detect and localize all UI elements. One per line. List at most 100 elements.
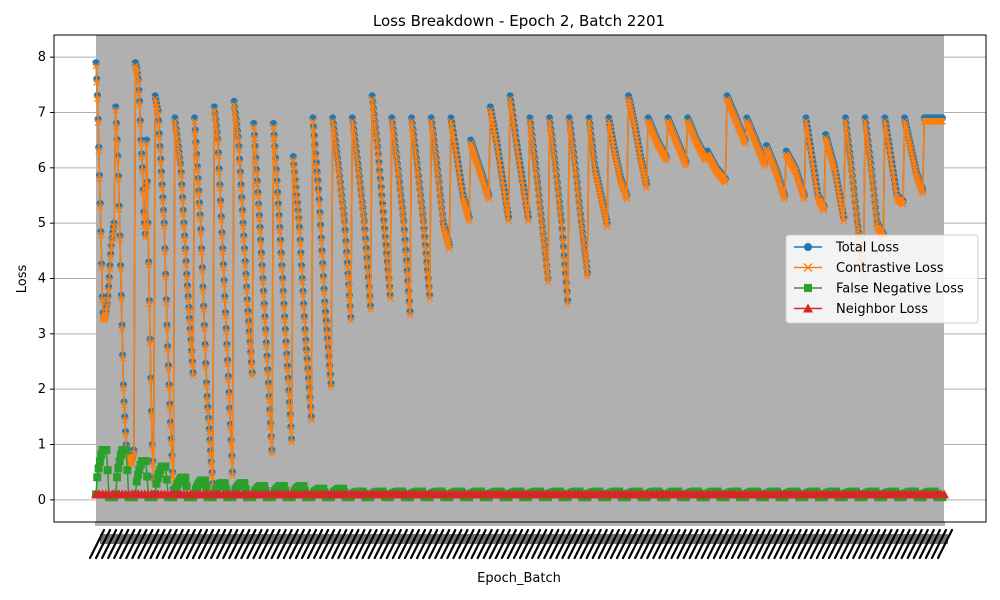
- y-tick-label: 5: [38, 216, 46, 231]
- marker-contrastive-loss: [177, 171, 185, 179]
- marker-contrastive-loss: [408, 117, 415, 125]
- marker-contrastive-loss: [417, 201, 425, 209]
- marker-contrastive-loss: [283, 353, 291, 361]
- marker-contrastive-loss: [199, 286, 207, 294]
- marker-contrastive-loss: [261, 316, 269, 324]
- marker-contrastive-loss: [122, 431, 129, 439]
- marker-contrastive-loss: [351, 135, 358, 143]
- marker-contrastive-loss: [277, 240, 284, 247]
- marker-contrastive-loss: [775, 178, 783, 186]
- marker-contrastive-loss: [333, 152, 341, 160]
- marker-contrastive-loss: [792, 169, 800, 177]
- marker-contrastive-loss: [238, 210, 246, 218]
- marker-contrastive-loss: [235, 146, 243, 154]
- marker-contrastive-loss: [188, 361, 196, 369]
- marker-contrastive-loss: [322, 320, 330, 328]
- marker-contrastive-loss: [916, 182, 924, 190]
- marker-contrastive-loss: [141, 234, 149, 242]
- marker-contrastive-loss: [134, 73, 141, 81]
- marker-contrastive-loss: [325, 356, 333, 364]
- marker-contrastive-loss: [412, 158, 420, 166]
- marker-contrastive-loss: [358, 201, 366, 209]
- marker-contrastive-loss: [408, 123, 416, 131]
- marker-contrastive-loss: [360, 214, 367, 222]
- marker-contrastive-loss: [557, 220, 565, 228]
- marker-contrastive-loss: [198, 248, 206, 256]
- marker-contrastive-loss: [188, 350, 196, 358]
- marker-contrastive-loss: [228, 456, 236, 464]
- marker-contrastive-loss: [95, 147, 103, 155]
- marker-contrastive-loss: [168, 455, 176, 463]
- marker-false-negative-loss: [116, 451, 125, 460]
- marker-contrastive-loss: [543, 271, 551, 279]
- marker-contrastive-loss: [291, 171, 299, 179]
- marker-contrastive-loss: [230, 101, 238, 109]
- marker-contrastive-loss: [434, 176, 442, 184]
- marker-contrastive-loss: [544, 278, 552, 286]
- marker-contrastive-loss: [182, 261, 190, 269]
- marker-contrastive-loss: [314, 180, 322, 188]
- marker-contrastive-loss: [219, 248, 227, 256]
- marker-contrastive-loss: [423, 261, 431, 269]
- marker-false-negative-loss: [200, 476, 209, 485]
- y-axis-label: Loss: [15, 265, 30, 294]
- marker-contrastive-loss: [477, 171, 485, 179]
- marker-contrastive-loss: [234, 137, 242, 144]
- marker-contrastive-loss: [365, 286, 373, 294]
- marker-contrastive-loss: [244, 311, 252, 319]
- marker-contrastive-loss: [130, 449, 138, 457]
- marker-contrastive-loss: [761, 162, 769, 170]
- marker-contrastive-loss: [104, 296, 112, 304]
- marker-contrastive-loss: [537, 214, 545, 222]
- marker-false-negative-loss: [202, 483, 211, 492]
- marker-contrastive-loss: [120, 401, 128, 409]
- marker-contrastive-loss: [913, 174, 921, 182]
- marker-contrastive-loss: [353, 158, 361, 166]
- marker-contrastive-loss: [257, 240, 265, 247]
- marker-contrastive-loss: [98, 263, 106, 271]
- legend-label: Neighbor Loss: [836, 302, 928, 317]
- marker-contrastive-loss: [257, 252, 265, 260]
- marker-contrastive-loss: [413, 163, 421, 171]
- marker-contrastive-loss: [474, 161, 482, 169]
- y-tick-labels: 0 1 2 3 4 5 6 7 8: [38, 50, 54, 508]
- marker-contrastive-loss: [583, 267, 591, 274]
- marker-contrastive-loss: [206, 439, 214, 447]
- marker-contrastive-loss: [343, 262, 351, 270]
- marker-contrastive-loss: [224, 360, 232, 368]
- marker-contrastive-loss: [251, 134, 258, 142]
- marker-contrastive-loss: [135, 90, 143, 98]
- marker-contrastive-loss: [250, 123, 258, 131]
- marker-contrastive-loss: [334, 163, 342, 171]
- marker-contrastive-loss: [287, 426, 295, 434]
- marker-contrastive-loss: [161, 248, 169, 256]
- marker-contrastive-loss: [331, 135, 339, 143]
- marker-contrastive-loss: [270, 134, 278, 142]
- marker-contrastive-loss: [196, 202, 203, 210]
- marker-contrastive-loss: [850, 188, 858, 196]
- marker-contrastive-loss: [390, 135, 398, 143]
- marker-contrastive-loss: [590, 158, 598, 166]
- marker-contrastive-loss: [381, 228, 389, 236]
- marker-contrastive-loss: [567, 135, 575, 143]
- marker-contrastive-loss: [863, 129, 870, 137]
- marker-contrastive-loss: [212, 119, 220, 127]
- marker-contrastive-loss: [410, 140, 418, 148]
- marker-contrastive-loss: [191, 130, 199, 137]
- marker-contrastive-loss: [265, 396, 273, 404]
- marker-contrastive-loss: [539, 233, 547, 241]
- marker-contrastive-loss: [207, 450, 215, 458]
- marker-contrastive-loss: [912, 172, 920, 180]
- marker-contrastive-loss: [918, 187, 926, 195]
- marker-contrastive-loss: [424, 270, 432, 277]
- marker-contrastive-loss: [554, 188, 562, 196]
- marker-contrastive-loss: [470, 148, 477, 156]
- marker-contrastive-loss: [321, 301, 329, 309]
- marker-false-negative-loss: [162, 475, 171, 484]
- marker-contrastive-loss: [422, 253, 430, 261]
- marker-contrastive-loss: [352, 146, 360, 154]
- marker-contrastive-loss: [164, 346, 172, 354]
- marker-contrastive-loss: [341, 230, 349, 238]
- marker-contrastive-loss: [403, 270, 411, 278]
- marker-contrastive-loss: [306, 397, 314, 405]
